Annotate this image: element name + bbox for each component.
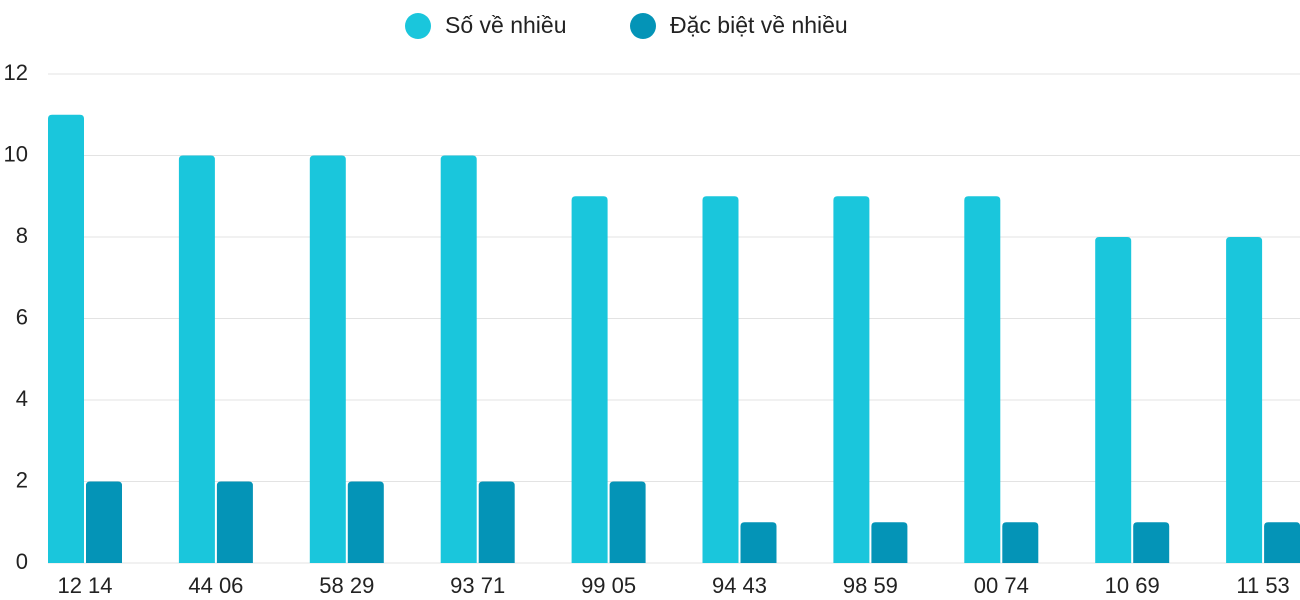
bar	[1095, 237, 1132, 563]
bar	[347, 481, 384, 563]
bar	[964, 196, 1001, 563]
x-tick-label: 12 14	[57, 573, 112, 598]
x-tick-label: 98 59	[843, 573, 898, 598]
legend-label: Đặc biệt về nhiều	[670, 12, 848, 38]
y-tick-label: 10	[4, 141, 28, 166]
x-tick-label: 11 53	[1236, 573, 1289, 598]
x-tick-label: 99 05	[581, 573, 636, 598]
bar	[178, 155, 215, 563]
bar	[1133, 522, 1170, 563]
bar	[871, 522, 908, 563]
x-tick-label: 93 71	[450, 573, 505, 598]
bar	[1226, 237, 1263, 563]
bar	[571, 196, 608, 563]
legend-swatch	[405, 13, 431, 39]
bar	[702, 196, 739, 563]
x-tick-label: 10 69	[1105, 573, 1160, 598]
y-tick-label: 0	[16, 549, 28, 574]
bar	[309, 155, 346, 563]
legend-swatch	[630, 13, 656, 39]
bar	[216, 481, 253, 563]
bar	[609, 481, 646, 563]
bar	[740, 522, 777, 563]
y-tick-label: 8	[16, 223, 28, 248]
x-tick-label: 94 43	[712, 573, 767, 598]
y-tick-label: 2	[16, 467, 28, 492]
x-tick-label: 58 29	[319, 573, 374, 598]
bar	[48, 114, 84, 563]
x-tick-label: 44 06	[188, 573, 243, 598]
bar	[1264, 522, 1300, 563]
bar	[833, 196, 870, 563]
y-tick-label: 4	[16, 386, 28, 411]
y-tick-label: 6	[16, 304, 28, 329]
bar	[86, 481, 122, 563]
legend-label: Số về nhiều	[445, 12, 566, 38]
bar	[478, 481, 515, 563]
x-tick-label: 00 74	[974, 573, 1029, 598]
y-tick-label: 12	[4, 60, 28, 85]
bar	[1002, 522, 1039, 563]
bar	[440, 155, 477, 563]
